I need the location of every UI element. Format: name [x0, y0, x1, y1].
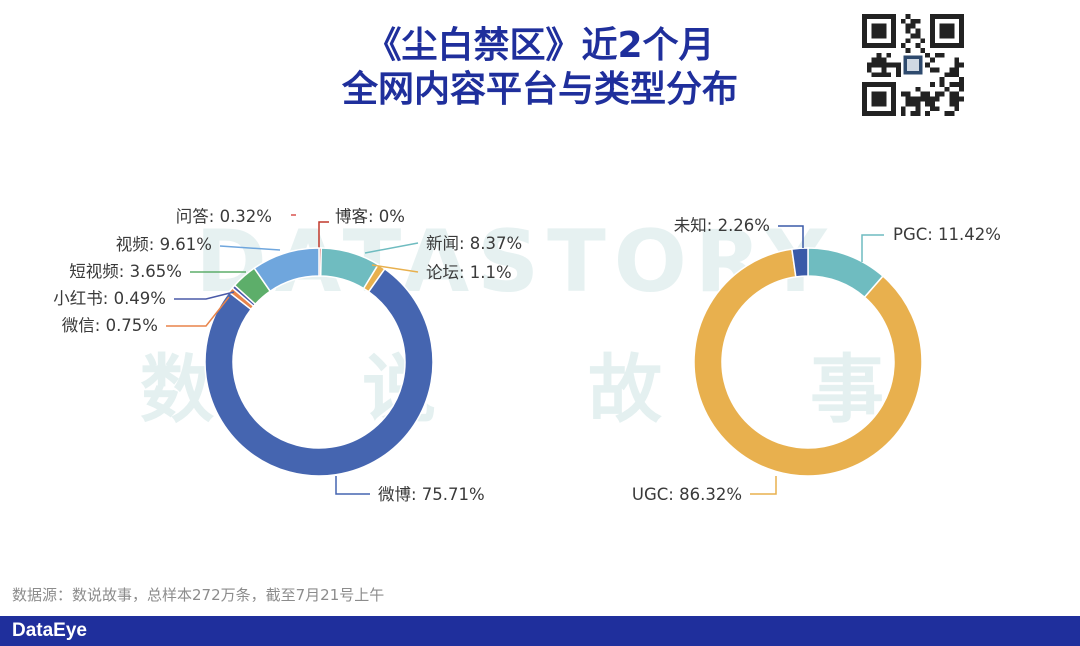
leader-line [364, 242, 419, 254]
leader-line [174, 291, 235, 300]
watermark-char: 故 [588, 347, 662, 433]
donut-slice-视频 [253, 247, 320, 293]
footer-bar: DataEye [0, 616, 1080, 646]
leader-line [371, 264, 419, 273]
leader-line [318, 221, 329, 248]
leader-line [166, 296, 230, 327]
slice-label: 短视频: 3.65% [69, 262, 182, 281]
donut-slice-UGC [693, 248, 923, 477]
slice-label: 新闻: 8.37% [426, 234, 522, 253]
slice-label: PGC: 11.42% [893, 225, 1001, 244]
slice-label: 论坛: 1.1% [426, 263, 512, 282]
leader-line [861, 234, 884, 262]
brand-logo: DataEye [12, 620, 87, 641]
slice-label: 视频: 9.61% [116, 235, 212, 254]
watermark-char: 数 [140, 347, 214, 433]
qr-code-icon [862, 14, 964, 116]
chart-title-line1: 《尘白禁区》近2个月 [365, 25, 715, 66]
slice-label: 微博: 75.71% [378, 485, 485, 504]
leader-line [778, 225, 804, 248]
donut-slice-微博 [204, 267, 434, 477]
slice-label: 问答: 0.32% [176, 207, 272, 226]
slice-label: 小红书: 0.49% [53, 289, 166, 308]
chart-title-line2: 全网内容平台与类型分布 [341, 69, 738, 110]
watermark-char: 事 [810, 347, 884, 433]
donut-slice-未知 [791, 247, 809, 278]
slice-label: 博客: 0% [335, 207, 405, 226]
slice-label: UGC: 86.32% [632, 485, 742, 504]
leader-line [335, 476, 370, 495]
leader-line [750, 476, 777, 495]
slice-label: 未知: 2.26% [674, 216, 770, 235]
leader-line [219, 245, 281, 251]
slice-label: 微信: 0.75% [62, 316, 158, 335]
data-source-note: 数据源：数说故事，总样本272万条，截至7月21号上午 [12, 586, 385, 604]
